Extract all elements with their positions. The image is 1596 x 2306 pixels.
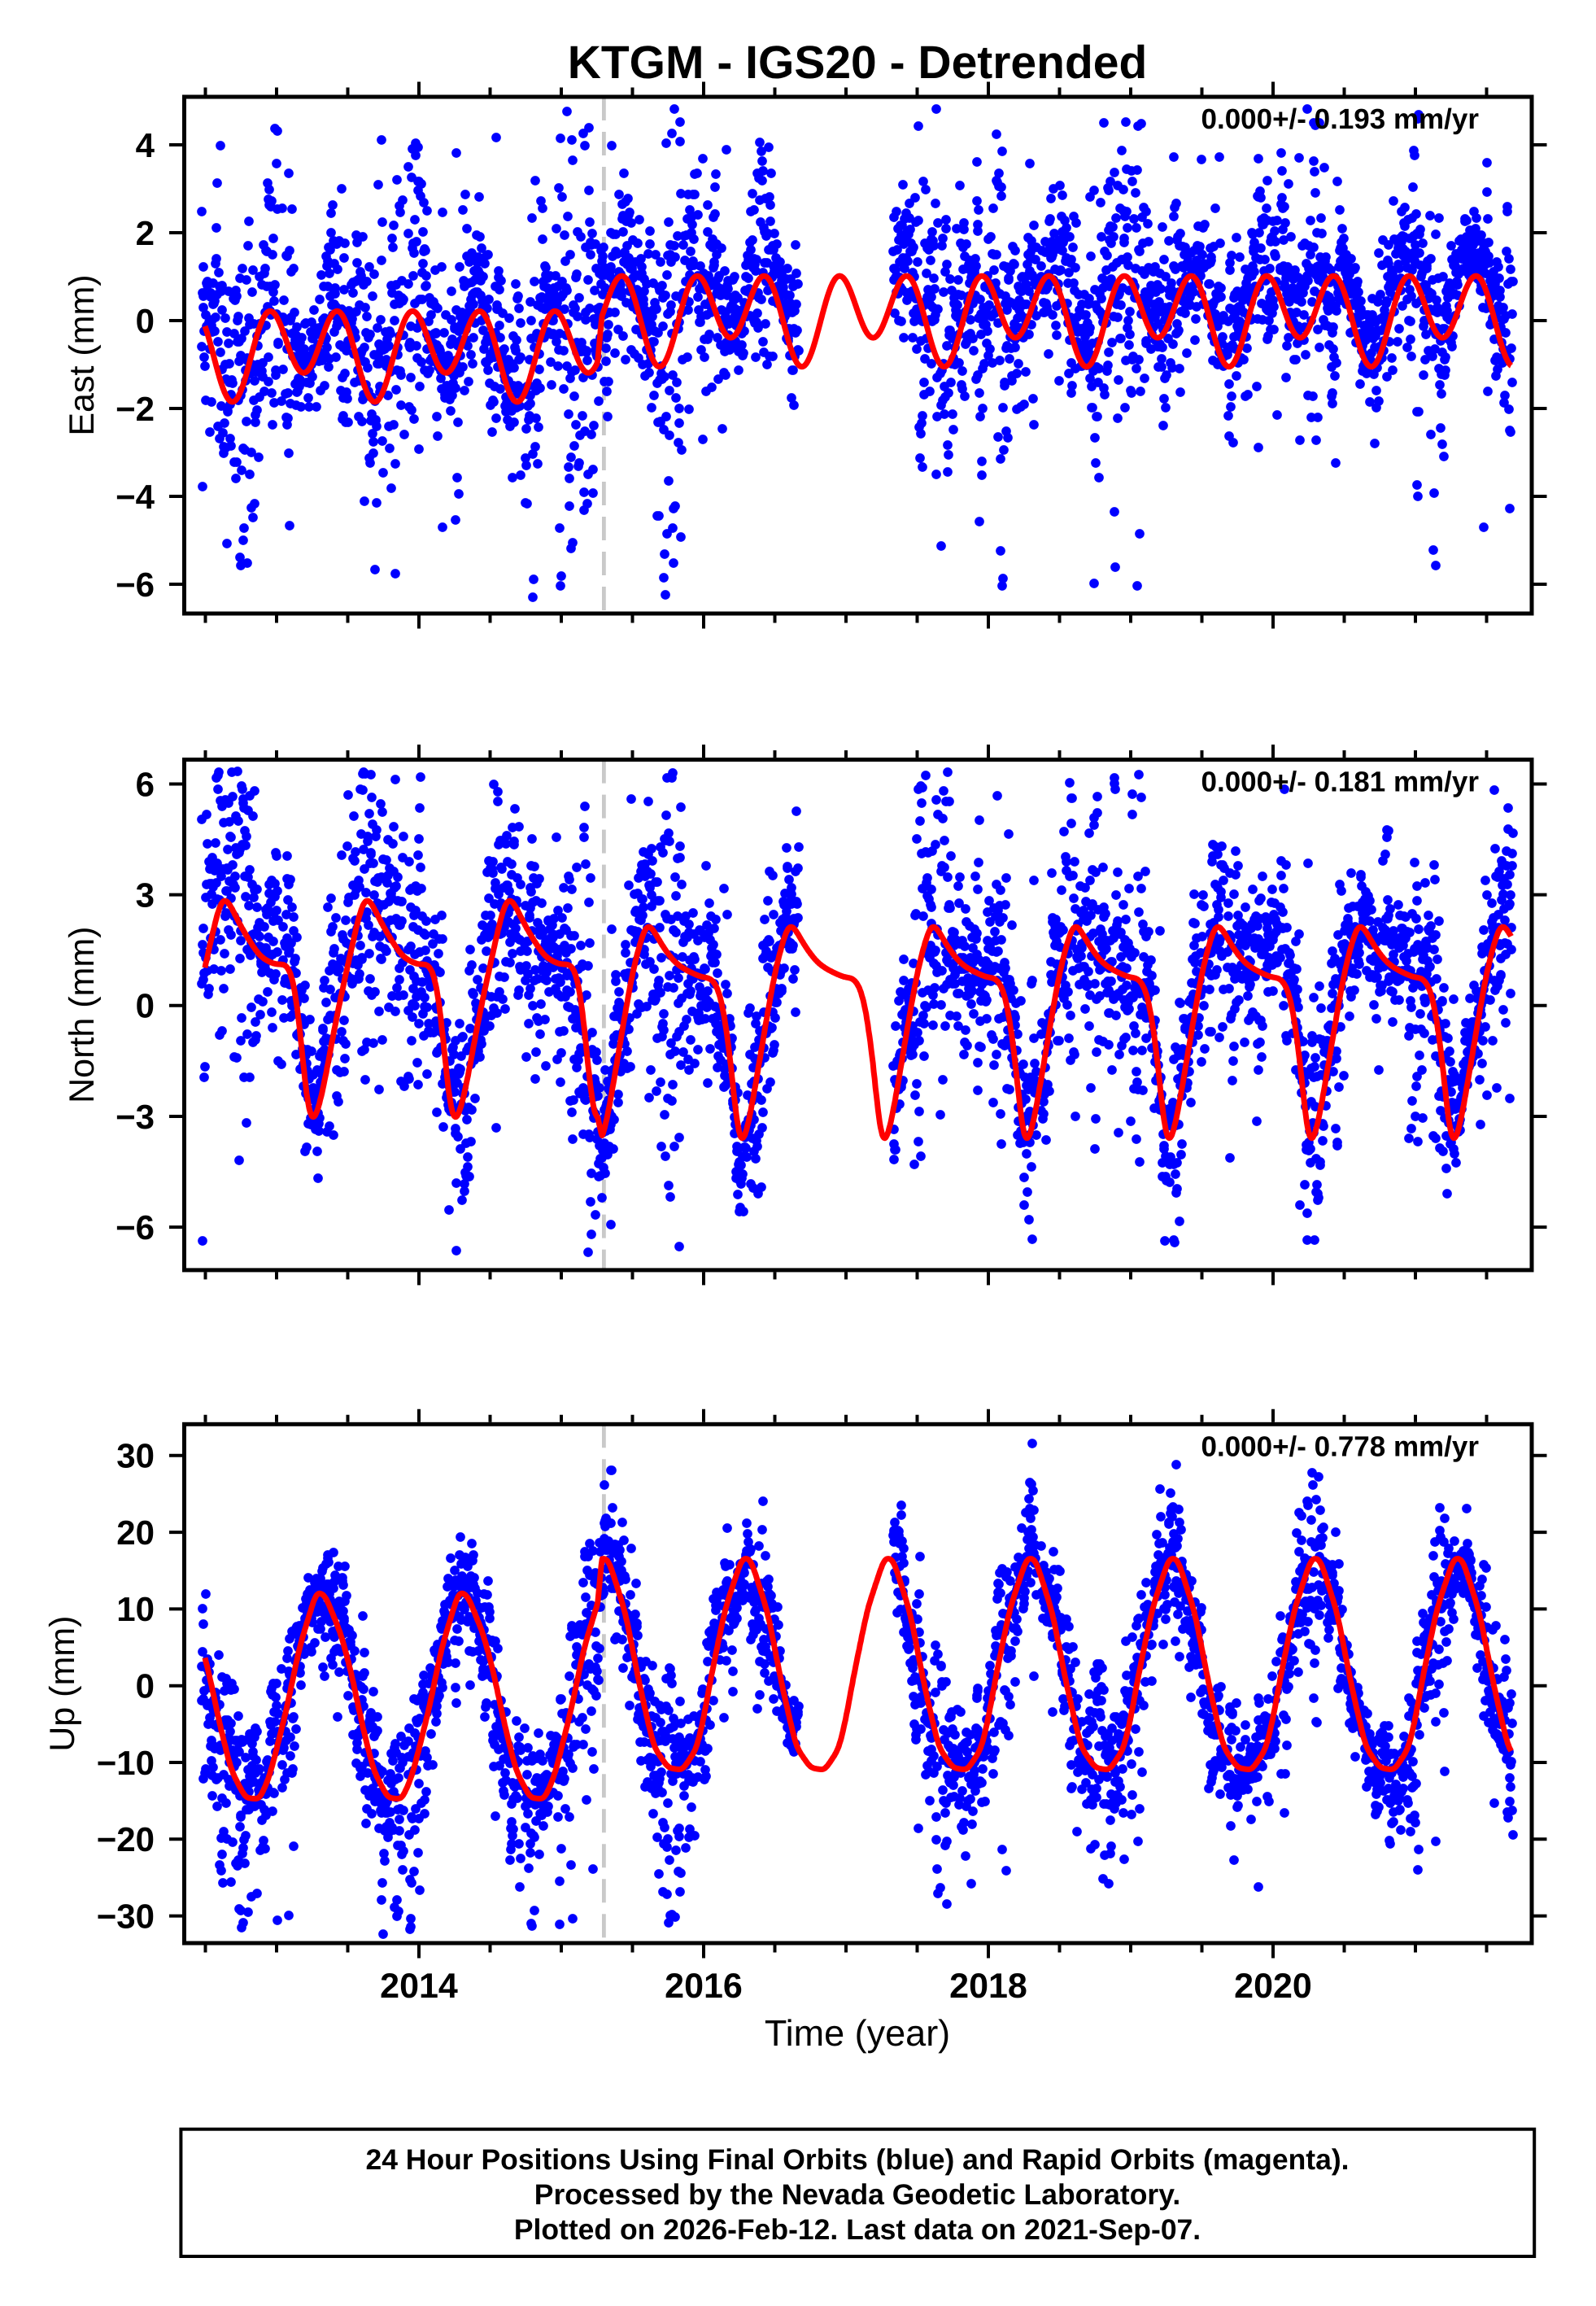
svg-text:Plotted on 2026-Feb-12. Last d: Plotted on 2026-Feb-12. Last data on 202… xyxy=(514,2213,1201,2246)
svg-text:Up (mm): Up (mm) xyxy=(43,1616,82,1752)
svg-text:2018: 2018 xyxy=(949,1967,1027,2006)
svg-text:−6: −6 xyxy=(116,1208,155,1247)
svg-text:−30: −30 xyxy=(97,1897,155,1935)
svg-text:0.000+/- 0.778 mm/yr: 0.000+/- 0.778 mm/yr xyxy=(1201,1430,1480,1462)
svg-text:−10: −10 xyxy=(97,1744,155,1782)
svg-text:−3: −3 xyxy=(116,1098,155,1136)
svg-text:North (mm): North (mm) xyxy=(63,927,102,1103)
svg-text:2: 2 xyxy=(136,214,155,252)
svg-text:0: 0 xyxy=(136,1667,155,1705)
svg-text:−4: −4 xyxy=(116,478,155,516)
svg-text:0: 0 xyxy=(136,302,155,340)
svg-text:−6: −6 xyxy=(116,566,155,604)
svg-text:10: 10 xyxy=(116,1590,155,1628)
svg-text:0: 0 xyxy=(136,987,155,1025)
svg-text:−20: −20 xyxy=(97,1820,155,1858)
svg-text:6: 6 xyxy=(136,765,155,803)
svg-text:2014: 2014 xyxy=(380,1967,458,2006)
svg-text:KTGM - IGS20 - Detrended: KTGM - IGS20 - Detrended xyxy=(568,37,1148,89)
svg-text:20: 20 xyxy=(116,1513,155,1552)
svg-text:Processed by the Nevada Geodet: Processed by the Nevada Geodetic Laborat… xyxy=(534,2178,1180,2211)
svg-text:0.000+/- 0.181 mm/yr: 0.000+/- 0.181 mm/yr xyxy=(1201,766,1480,798)
svg-text:3: 3 xyxy=(136,876,155,914)
svg-text:0.000+/- 0.193 mm/yr: 0.000+/- 0.193 mm/yr xyxy=(1201,103,1480,135)
svg-text:2016: 2016 xyxy=(665,1967,743,2006)
svg-text:30: 30 xyxy=(116,1437,155,1475)
svg-text:−2: −2 xyxy=(116,390,155,428)
svg-text:4: 4 xyxy=(136,126,155,164)
svg-text:24 Hour Positions Using Final: 24 Hour Positions Using Final Orbits (bl… xyxy=(365,2143,1349,2176)
svg-text:Time (year): Time (year) xyxy=(765,2012,950,2054)
svg-text:East (mm): East (mm) xyxy=(63,274,102,435)
svg-text:2020: 2020 xyxy=(1234,1967,1312,2006)
